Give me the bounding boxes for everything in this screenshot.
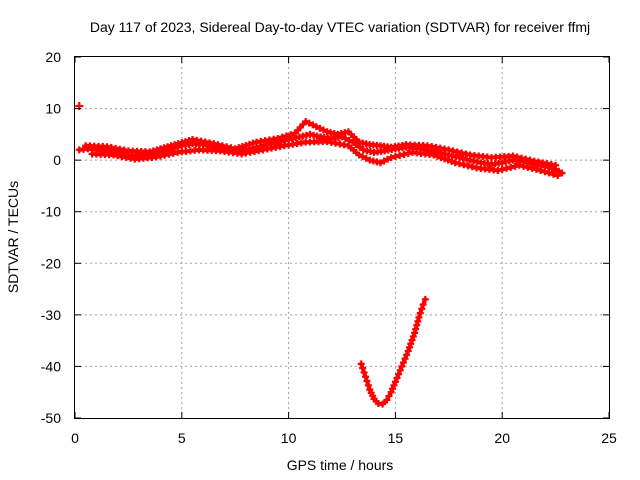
data-point (362, 154, 370, 162)
data-point (359, 153, 367, 161)
data-point (407, 340, 415, 348)
data-point (379, 400, 387, 408)
y-tick-label: -30 (41, 307, 61, 323)
data-point (416, 309, 424, 317)
data-point (403, 351, 411, 359)
data-point (418, 305, 426, 313)
data-point (287, 131, 295, 139)
axis-ticks: 0 5 10 15 20 25 -50 -40 -30 -20 -10 0 10 20 (41, 49, 617, 446)
series-lower-band (88, 138, 562, 180)
data-point (357, 360, 365, 368)
data-point (419, 301, 427, 309)
data-point (393, 374, 401, 382)
data-point (319, 126, 327, 134)
data-point (396, 366, 404, 374)
data-point (398, 362, 406, 370)
data-point (408, 336, 416, 344)
data-point (448, 157, 456, 165)
data-point (376, 159, 384, 167)
data-series (75, 101, 566, 408)
data-point (238, 143, 246, 151)
data-point (380, 157, 388, 165)
y-tick-label: -50 (41, 410, 61, 426)
data-point (404, 347, 412, 355)
series-upper-band (82, 117, 560, 169)
data-point (405, 343, 413, 351)
data-point (541, 168, 549, 176)
x-tick-label: 25 (601, 430, 617, 446)
data-point (399, 359, 407, 367)
data-point (549, 170, 557, 178)
data-point (249, 139, 257, 147)
data-point (444, 156, 452, 164)
data-point (558, 169, 566, 177)
grid (75, 57, 609, 418)
data-point (384, 155, 392, 163)
y-tick-label: -40 (41, 358, 61, 374)
data-point (401, 355, 409, 363)
y-tick-label: -20 (41, 255, 61, 271)
data-point (433, 152, 441, 160)
data-point (278, 133, 286, 141)
data-point (383, 396, 391, 404)
x-tick-label: 10 (281, 430, 297, 446)
data-point (409, 333, 417, 341)
data-point (360, 368, 368, 376)
y-axis-label: SDTVAR / TECUs (5, 181, 21, 293)
data-point (385, 392, 393, 400)
x-tick-label: 20 (494, 430, 510, 446)
data-point (305, 119, 313, 127)
data-point (441, 155, 449, 163)
data-point (364, 381, 372, 389)
data-point (554, 172, 562, 180)
data-point (235, 144, 243, 152)
chart-title: Day 117 of 2023, Sidereal Day-to-day VTE… (90, 19, 590, 35)
data-point (312, 123, 320, 131)
data-point (309, 121, 317, 129)
data-point (274, 134, 282, 142)
y-tick-label: 0 (53, 152, 61, 168)
y-tick-label: 10 (45, 101, 61, 117)
data-point (421, 295, 429, 303)
y-tick-label: 20 (45, 49, 61, 65)
x-tick-label: 15 (388, 430, 404, 446)
x-tick-label: 5 (178, 430, 186, 446)
data-point (316, 124, 324, 132)
x-tick-label: 0 (71, 430, 79, 446)
data-point (242, 141, 250, 149)
plot-frame (74, 56, 610, 419)
data-point (342, 135, 350, 143)
data-point (391, 378, 399, 386)
data-point (282, 132, 290, 140)
y-tick-label: -10 (41, 204, 61, 220)
data-point (361, 373, 369, 381)
data-point (359, 364, 367, 372)
data-point (395, 370, 403, 378)
data-point (430, 151, 438, 159)
data-point (355, 151, 363, 159)
data-point (437, 154, 445, 162)
data-point (415, 313, 423, 321)
data-point (552, 161, 560, 169)
data-point (245, 140, 253, 148)
series-dip-curve (357, 295, 429, 408)
data-point (302, 117, 310, 125)
data-point (537, 166, 545, 174)
x-axis-label: GPS time / hours (287, 457, 394, 473)
data-point (363, 377, 371, 385)
data-point (545, 169, 553, 177)
